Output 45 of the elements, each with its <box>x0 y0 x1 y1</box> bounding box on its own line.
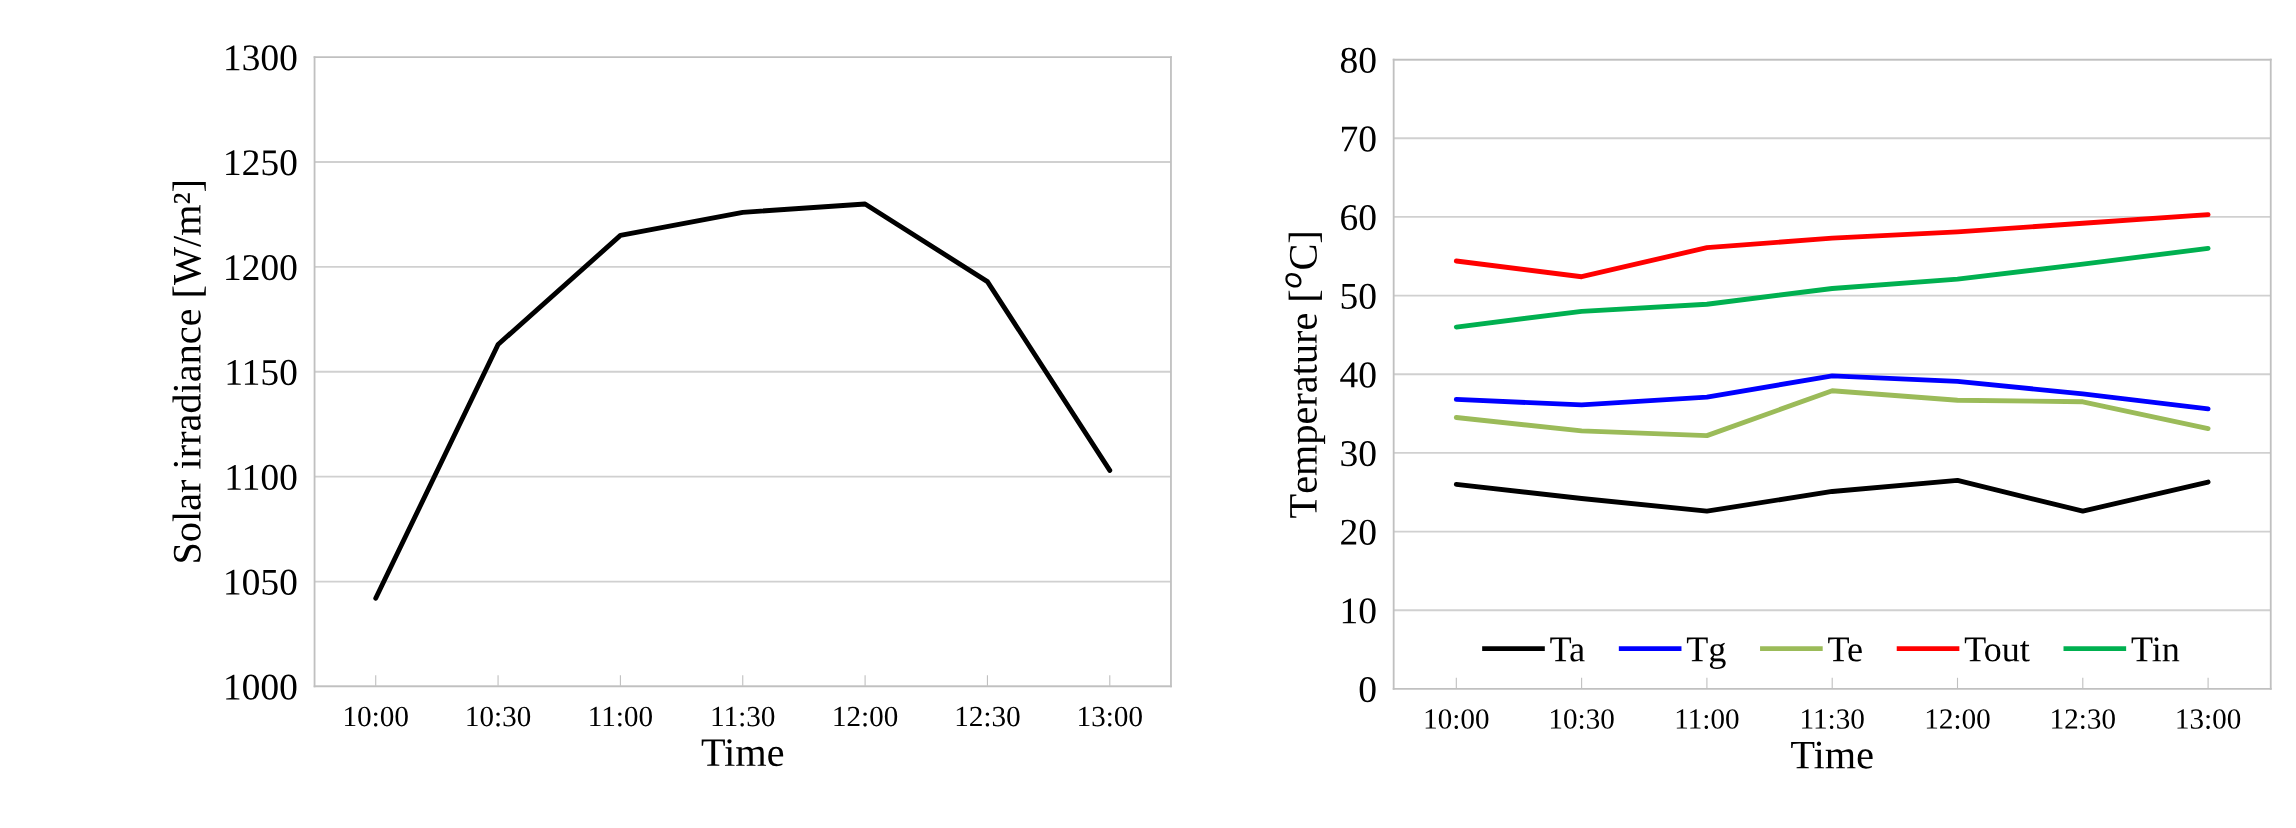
y-tick-label: 40 <box>1340 362 1376 388</box>
y-tick-label: 80 <box>1340 47 1376 73</box>
y-tick-label: 30 <box>1341 440 1376 467</box>
y-tick-label: 60 <box>1341 205 1376 231</box>
y-tick-label: 1050 <box>226 569 297 595</box>
line-series <box>1453 373 2211 412</box>
x-tick-label: 12:00 <box>1926 709 1990 729</box>
y-tick-label: 20 <box>1341 519 1376 545</box>
x-tick-label: 11:00 <box>590 706 652 727</box>
x-tick-label: 13:00 <box>1079 706 1142 727</box>
y-tick-label: 1250 <box>226 150 297 176</box>
legend-label: Tg <box>1686 637 1726 670</box>
y-tick-label: 1100 <box>227 464 297 491</box>
x-tick-label: 10:00 <box>1425 709 1489 729</box>
legend-label: Ta <box>1550 637 1585 662</box>
x-tick-label: 11:30 <box>1802 709 1864 729</box>
legend-label: Tout <box>1964 637 2030 662</box>
x-tick-label: 10:30 <box>467 706 531 727</box>
x-tick-label: 12:00 <box>834 706 898 727</box>
legend-label: Te <box>1828 637 1862 662</box>
x-tick-label: 11:30 <box>712 706 775 727</box>
line-series <box>1453 212 2211 280</box>
x-tick-label: 12:30 <box>2052 709 2115 729</box>
line-series <box>1453 245 2211 330</box>
y-tick-label: 1150 <box>227 359 297 386</box>
y-axis-title: Solar irradiance [W/m²] <box>172 181 206 562</box>
x-axis-title: Time <box>701 739 784 767</box>
y-tick-label: 1000 <box>226 674 297 700</box>
x-axis-title: Time <box>1791 741 1873 769</box>
legend-label: Tin <box>2131 637 2180 662</box>
line-series <box>1453 478 2211 514</box>
y-tick-label: 1300 <box>226 45 297 71</box>
y-axis-title: Temperature [$^{o}$C] <box>1285 233 1326 518</box>
y-tick-label: 0 <box>1359 676 1376 703</box>
line-series <box>1453 388 2211 439</box>
y-tick-label: 1200 <box>226 254 297 281</box>
y-tick-label: 70 <box>1341 126 1376 152</box>
x-tick-label: 13:00 <box>2177 709 2241 729</box>
x-tick-label: 11:00 <box>1676 709 1739 729</box>
line-series <box>373 201 1113 601</box>
y-tick-label: 10 <box>1342 598 1376 624</box>
x-tick-label: 10:00 <box>345 706 408 727</box>
x-tick-label: 12:30 <box>956 706 1020 727</box>
x-tick-label: 10:30 <box>1550 709 1614 729</box>
y-tick-label: 50 <box>1341 283 1376 309</box>
